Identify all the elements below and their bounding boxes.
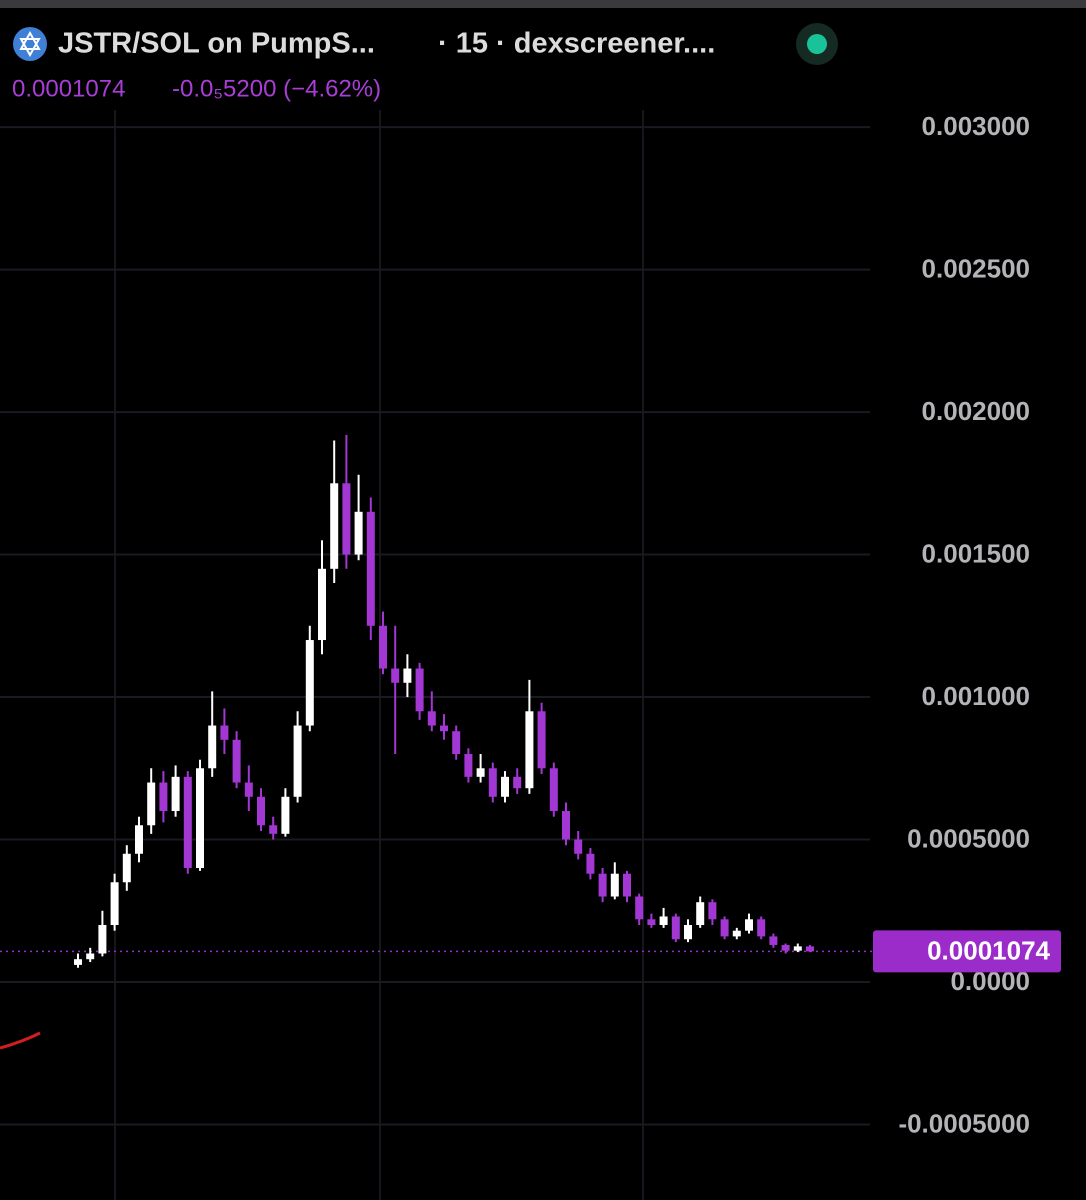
candle-body <box>647 919 656 926</box>
top-bar <box>0 0 1086 8</box>
candle-body <box>122 853 131 883</box>
candle-body <box>159 782 168 812</box>
candle-body <box>635 896 644 920</box>
candle-body <box>110 882 119 926</box>
candle-body <box>171 776 180 812</box>
candle-body <box>806 946 814 952</box>
candle-body <box>135 825 143 854</box>
candle-body <box>659 916 668 926</box>
candle-body <box>720 919 729 937</box>
token-icon <box>13 27 47 61</box>
candle-body <box>183 776 192 869</box>
candle-body <box>74 959 82 965</box>
candle-body <box>671 916 680 940</box>
candle-body <box>366 511 375 626</box>
last-price-badge <box>873 930 1061 973</box>
candle-body <box>232 739 241 783</box>
indicator-line <box>0 1031 41 1050</box>
candle-body <box>196 768 204 869</box>
candle-body <box>391 668 400 683</box>
candle-body <box>464 754 473 777</box>
candle-body <box>440 725 448 732</box>
current-price: 0.0001074 <box>12 75 125 102</box>
candle-body <box>208 725 217 769</box>
y-tick-label: 0.003000 <box>922 111 1030 141</box>
y-tick-label: 0.002000 <box>922 396 1030 426</box>
candle-body <box>696 902 705 926</box>
candle-body <box>244 782 253 797</box>
candle-body <box>745 919 753 931</box>
candle-body <box>781 944 790 951</box>
candle-body <box>147 782 156 826</box>
candle-body <box>354 511 363 555</box>
candle-body <box>574 839 583 854</box>
token-icon-star <box>19 30 41 58</box>
candle-body <box>598 873 607 897</box>
candle-body <box>98 925 107 954</box>
pair-title: JSTR/SOL on PumpS... <box>58 28 375 60</box>
last-price-label: 0.0001074 <box>927 935 1050 965</box>
candle-body <box>525 711 534 789</box>
candle-body <box>476 768 485 777</box>
candle-body <box>562 811 570 840</box>
y-tick-label: -0.0005000 <box>898 1108 1030 1138</box>
candle-body <box>586 853 595 874</box>
candle-body <box>415 668 424 712</box>
candle-body <box>537 711 546 769</box>
price-change: -0.0₅5200 (−4.62%) <box>172 75 381 102</box>
interval-source: · 15 · dexscreener.... <box>438 28 715 60</box>
y-tick-label: 0.001000 <box>922 681 1030 711</box>
candle-body <box>708 902 717 920</box>
candle-body <box>305 640 314 726</box>
candle-body <box>610 873 619 897</box>
candle-body <box>513 776 522 789</box>
candle-body <box>330 483 339 569</box>
candle-body <box>379 625 387 669</box>
candle-body <box>501 776 509 797</box>
candle-body <box>293 725 302 797</box>
candle-body <box>757 919 766 937</box>
candle-body <box>318 568 326 641</box>
candle-body <box>86 953 95 960</box>
candle-body <box>623 873 631 897</box>
candle-body <box>452 731 461 755</box>
candle-body <box>220 725 229 740</box>
candle-body <box>549 768 558 812</box>
candle-body <box>403 668 412 683</box>
candle-body <box>281 796 290 834</box>
status-dot <box>807 34 827 54</box>
candle-body <box>793 946 802 951</box>
y-tick-label: 0.001500 <box>922 538 1030 568</box>
candle-body <box>684 925 692 940</box>
y-tick-label: 0.002500 <box>922 253 1030 283</box>
candle-body <box>427 711 436 726</box>
y-tick-label: 0.0005000 <box>907 823 1030 853</box>
candle-body <box>342 483 351 555</box>
candle-body <box>769 936 778 945</box>
candle-body <box>257 796 265 826</box>
candle-body <box>732 930 741 937</box>
candle-body <box>488 768 497 797</box>
candle-body <box>269 825 278 834</box>
